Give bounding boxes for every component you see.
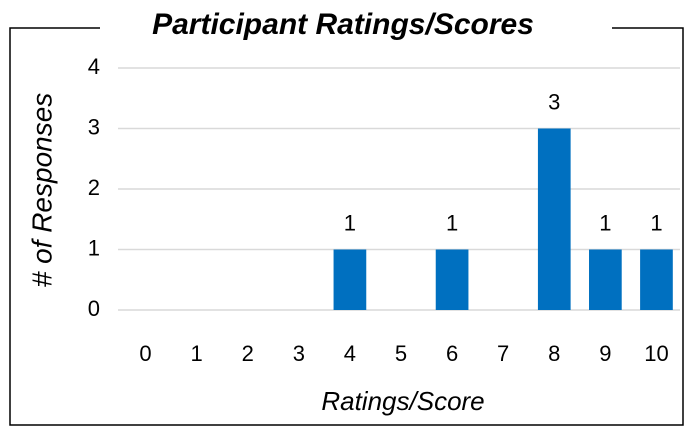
bar xyxy=(589,249,622,310)
x-tick-label: 9 xyxy=(599,341,611,366)
x-tick-label: 1 xyxy=(191,341,203,366)
bar xyxy=(435,249,469,310)
y-tick-label: 4 xyxy=(88,54,100,79)
x-tick-label: 2 xyxy=(242,341,254,366)
data-label: 3 xyxy=(548,89,560,114)
x-axis-label: Ratings/Score xyxy=(321,386,484,416)
y-tick-label: 3 xyxy=(88,114,100,139)
bar xyxy=(640,249,673,310)
bar xyxy=(537,128,571,310)
x-tick-label: 4 xyxy=(344,341,356,366)
x-tick-label: 6 xyxy=(446,341,458,366)
data-label: 1 xyxy=(446,210,458,235)
y-tick-label: 1 xyxy=(88,235,100,260)
x-tick-label: 7 xyxy=(497,341,509,366)
y-tick-label: 0 xyxy=(88,296,100,321)
data-label: 1 xyxy=(650,210,662,235)
x-tick-label: 3 xyxy=(293,341,305,366)
frame xyxy=(9,27,684,426)
data-label: 1 xyxy=(599,210,611,235)
y-axis-label: # of Responses xyxy=(26,93,57,288)
x-tick-label: 0 xyxy=(139,341,151,366)
data-label: 1 xyxy=(344,210,356,235)
y-tick-label: 2 xyxy=(88,175,100,200)
x-tick-label: 10 xyxy=(644,341,668,366)
x-tick-label: 8 xyxy=(548,341,560,366)
bar xyxy=(333,249,367,310)
x-tick-label: 5 xyxy=(395,341,407,366)
chart-title: Participant Ratings/Scores xyxy=(152,8,534,41)
